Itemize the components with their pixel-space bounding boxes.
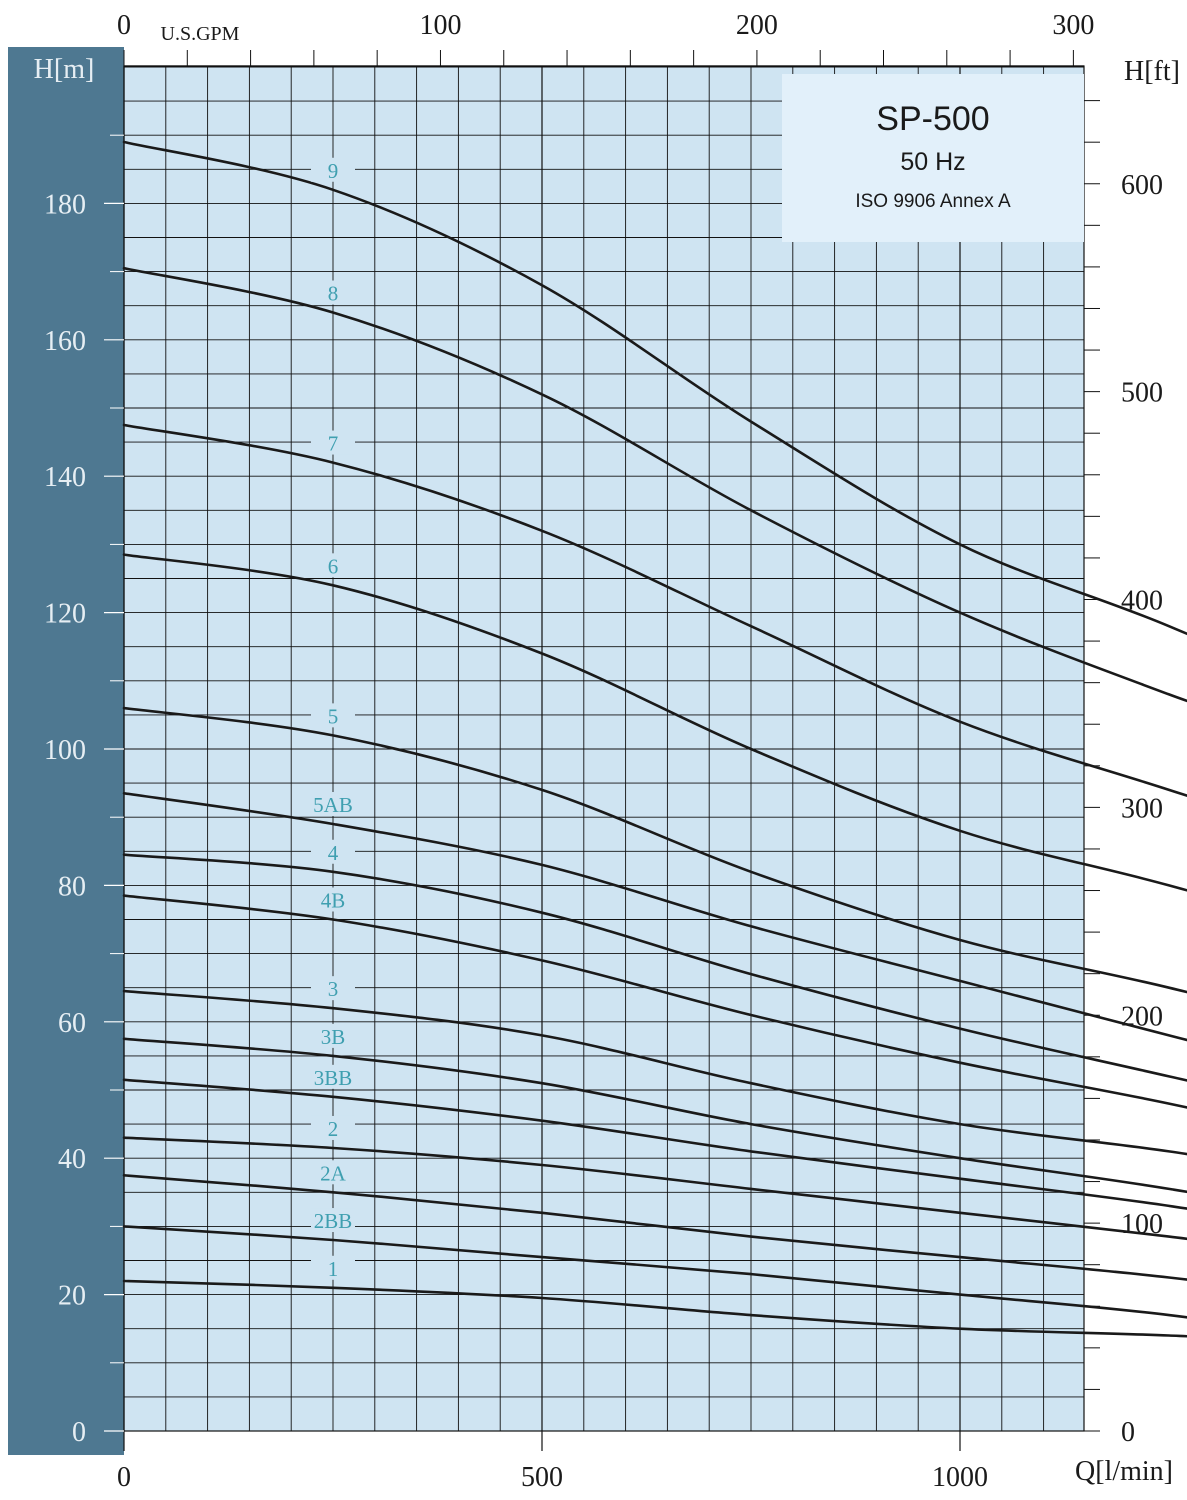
x-tick-label: 0 [117, 1462, 131, 1493]
series-curve [122, 792, 1187, 1042]
left-axis-band [8, 47, 124, 1455]
series-label-bg [311, 1115, 355, 1140]
series-curve [122, 266, 1187, 703]
series-curve [122, 894, 1187, 1109]
y-tick-label: 180 [44, 189, 86, 220]
series-curve [122, 989, 1187, 1156]
y-axis-label-m: H[m] [34, 54, 95, 85]
series-curve [122, 1225, 1187, 1319]
chart-subtitle: 50 Hz [900, 148, 965, 176]
gpm-tick-label: 300 [1052, 10, 1094, 41]
chart-standard: ISO 9906 Annex A [855, 191, 1011, 212]
series-label-bg [311, 839, 355, 864]
series-label-bg [311, 1023, 355, 1048]
series-curve [122, 423, 1187, 797]
series-label-bg [311, 280, 355, 305]
series-label: 2BB [314, 1209, 353, 1233]
series-curve [122, 1279, 1187, 1338]
series-curve [122, 1174, 1187, 1281]
series-label: 3B [321, 1025, 346, 1049]
series-label-bg [311, 157, 355, 182]
title-box: SP-500 50 Hz ISO 9906 Annex A [782, 74, 1084, 242]
x-tick-label: 500 [521, 1462, 563, 1493]
ft-tick-label: 300 [1121, 793, 1163, 824]
series-label-bg [311, 792, 355, 817]
series-curves [122, 140, 1187, 1338]
ft-tick-label: 600 [1121, 170, 1163, 201]
series-label-bg [311, 1255, 355, 1280]
y-tick-label: 100 [44, 735, 86, 766]
y-tick-label: 0 [72, 1417, 86, 1448]
series-label-bg [311, 430, 355, 455]
series-label: 3BB [314, 1066, 353, 1090]
series-curve [122, 553, 1187, 892]
chart-title: SP-500 [876, 100, 989, 138]
y-tick-label: 20 [58, 1281, 86, 1312]
gpm-tick-label: 0 [117, 10, 131, 41]
series-labels: 9 8 7 6 5 5AB 4 4B 3 3B 3BB 2 2A 2BB 1 [311, 157, 355, 1281]
series-label: 9 [328, 159, 339, 183]
gpm-tick-label: 200 [736, 10, 778, 41]
series-curve [122, 1037, 1187, 1194]
y-tick-label: 60 [58, 1008, 86, 1039]
x-tick-label: 1000 [932, 1462, 988, 1493]
series-label: 5AB [313, 793, 353, 817]
gpm-tick-label: 100 [419, 10, 461, 41]
series-label: 8 [328, 282, 339, 306]
series-label-bg [311, 553, 355, 578]
y-tick-label: 140 [44, 462, 86, 493]
series-label: 3 [328, 977, 339, 1001]
series-label-bg [311, 1064, 355, 1089]
series-label-bg [311, 887, 355, 912]
y-tick-label: 40 [58, 1144, 86, 1175]
series-label-bg [311, 703, 355, 728]
series-label: 5 [328, 704, 339, 728]
series-curve [122, 853, 1187, 1082]
x-axis-label: Q[l/min] [1075, 1456, 1173, 1487]
series-label: 6 [328, 554, 339, 578]
series-label: 2 [328, 1117, 339, 1141]
series-curve [122, 140, 1187, 636]
series-curve [122, 1136, 1187, 1241]
y-tick-label: 80 [58, 871, 86, 902]
title-box-background [782, 74, 1084, 242]
y-axis-label-ft: H[ft] [1124, 56, 1180, 87]
series-label: 1 [328, 1257, 339, 1281]
y-tick-label: 120 [44, 599, 86, 630]
series-label: 4B [321, 889, 346, 913]
series-label-bg [311, 976, 355, 1001]
ft-tick-label: 0 [1121, 1417, 1135, 1448]
series-label: 4 [328, 841, 339, 865]
ft-tick-label: 500 [1121, 378, 1163, 409]
plot-area [124, 66, 1084, 1431]
series-label-bg [311, 1208, 355, 1233]
series-curve [122, 706, 1187, 994]
series-label-bg [311, 1160, 355, 1185]
series-label: 7 [328, 432, 339, 456]
series-label: 2A [320, 1161, 347, 1185]
top-axis-label-gpm: U.S.GPM [161, 23, 240, 45]
ft-tick-label: 400 [1121, 586, 1163, 617]
y-tick-label: 160 [44, 326, 86, 357]
series-curve [122, 1078, 1187, 1210]
